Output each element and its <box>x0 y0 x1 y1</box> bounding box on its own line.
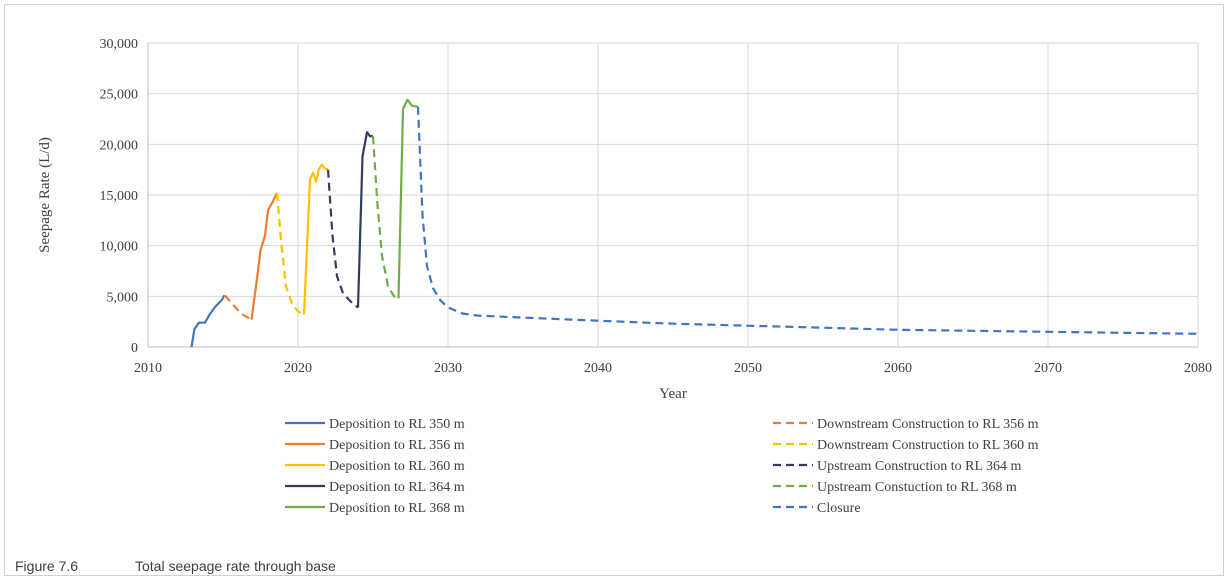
axes: 0 5,000 10,000 15,000 20,000 25,000 30,000 2010… <box>100 37 1213 376</box>
y-tick-label: 30,000 <box>100 37 139 52</box>
x-tick-label: 2070 <box>1034 361 1062 376</box>
figure-caption-text: Total seepage rate through base <box>135 558 336 574</box>
x-tick-label: 2060 <box>884 361 912 376</box>
legend-label: Deposition to RL 364 m <box>329 480 465 495</box>
grid <box>148 42 1199 347</box>
series-line-2 <box>250 192 278 320</box>
seepage-chart: 0 5,000 10,000 15,000 20,000 25,000 30,000 2010… <box>37 37 1213 516</box>
legend-label: Deposition to RL 368 m <box>329 501 465 516</box>
y-tick-label: 25,000 <box>100 88 139 103</box>
figure-number: Figure 7.6 <box>15 558 79 574</box>
x-tick-label: 2040 <box>584 361 612 376</box>
x-tick-label: 2050 <box>734 361 762 376</box>
y-axis-title: Seepage Rate (L/d) <box>37 137 53 253</box>
series-line-7 <box>275 192 305 316</box>
series-line-4 <box>356 131 373 308</box>
x-tick-label: 2030 <box>434 361 462 376</box>
y-tick-label: 15,000 <box>100 189 139 204</box>
legend-label: Deposition to RL 356 m <box>329 438 465 453</box>
x-axis-title: Year <box>659 386 687 402</box>
y-tick-label: 5,000 <box>107 290 139 305</box>
series-line-9 <box>371 136 399 300</box>
legend-label: Upstream Constuction to RL 368 m <box>817 480 1017 495</box>
y-tick-label: 0 <box>131 341 138 356</box>
x-tick-label: 2020 <box>284 361 312 376</box>
series-line-8 <box>326 169 359 309</box>
figure-caption: Figure 7.6 Total seepage rate through bas… <box>15 558 336 574</box>
x-tick-label: 2080 <box>1184 361 1212 376</box>
series-line-6 <box>223 294 253 321</box>
legend-label: Closure <box>817 501 861 516</box>
series-layer <box>190 98 1199 348</box>
series-line-1 <box>190 294 226 348</box>
legend-label: Downstream Construction to RL 356 m <box>817 417 1039 432</box>
legend-label: Upstream Construction to RL 364 m <box>817 459 1022 474</box>
series-line-10 <box>416 106 1199 335</box>
legend: Deposition to RL 350 m Deposition to RL 3… <box>285 417 1039 516</box>
y-tick-label: 10,000 <box>100 240 139 255</box>
y-tick-label: 20,000 <box>100 138 139 153</box>
x-tick-label: 2010 <box>134 361 162 376</box>
series-line-5 <box>397 98 419 299</box>
legend-label: Downstream Construction to RL 360 m <box>817 438 1039 453</box>
series-line-3 <box>302 163 329 315</box>
figure-frame: 0 5,000 10,000 15,000 20,000 25,000 30,000 2010… <box>4 4 1224 576</box>
legend-label: Deposition to RL 350 m <box>329 417 465 432</box>
legend-label: Deposition to RL 360 m <box>329 459 465 474</box>
